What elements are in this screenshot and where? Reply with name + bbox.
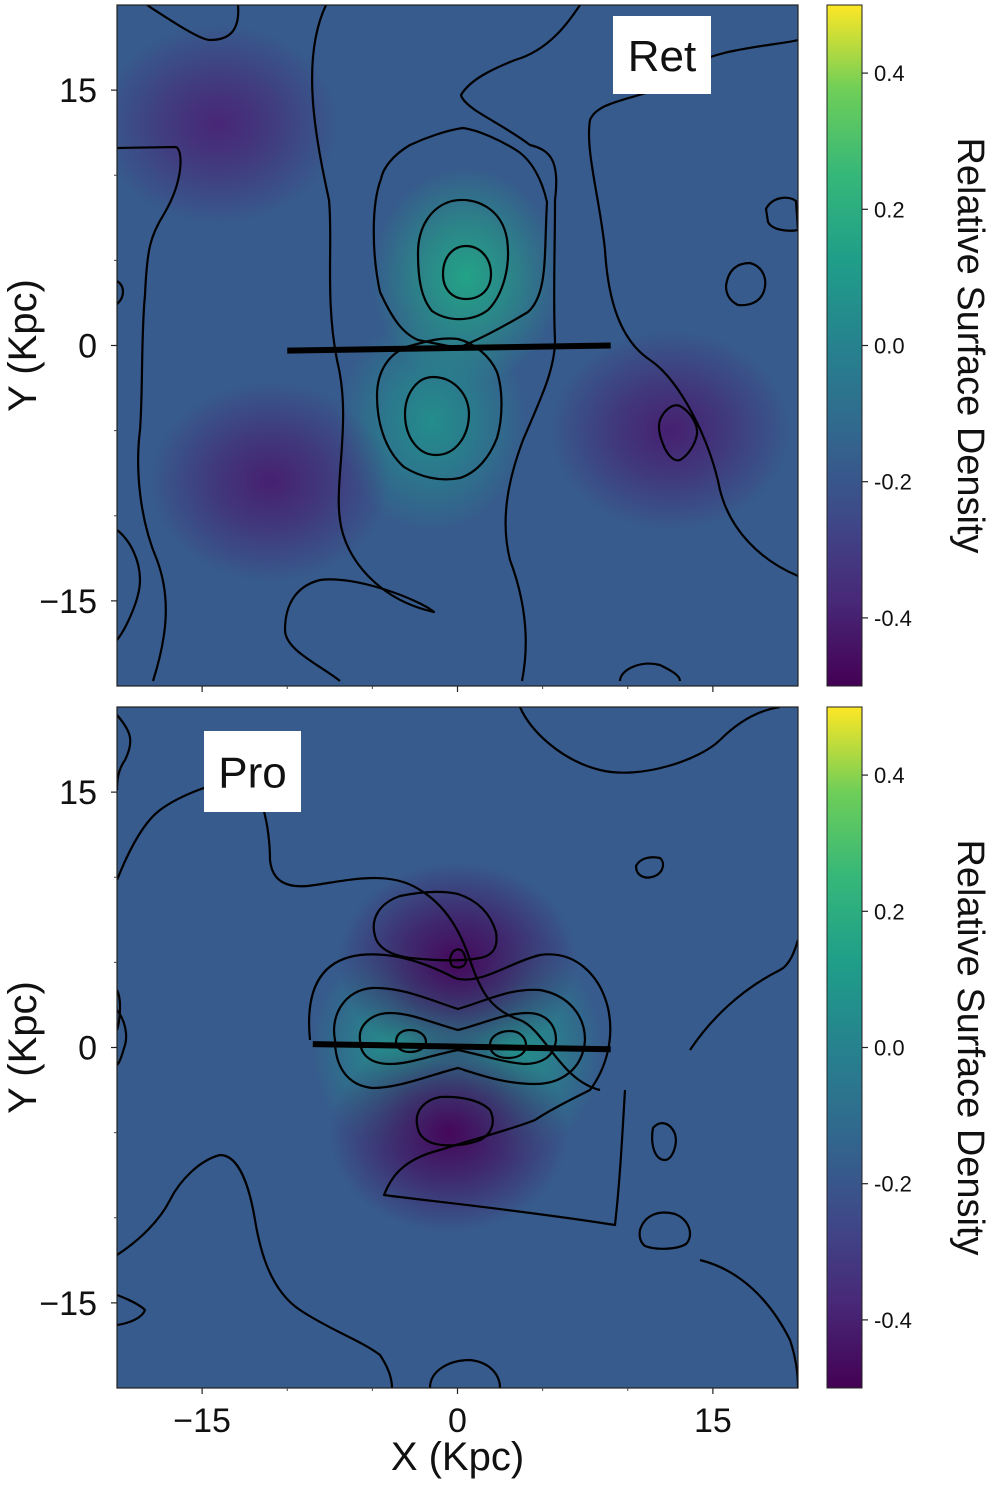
y-tick-label: −15 [39, 1285, 97, 1323]
colorbar-gradient [826, 706, 863, 1389]
y-tick-label: 0 [78, 1030, 97, 1068]
panel-ret: Ret 15 0 −15 Y (Kpc) 0.4 0.2 0.0 -0.2 -0.4 Relativ… [1, 4, 991, 692]
contour-line [332, 986, 587, 1090]
colorbar: 0.4 0.2 0.0 -0.2 -0.4 Relative Surface Densit… [826, 706, 991, 1389]
colorbar-tick-label: -0.2 [874, 470, 912, 495]
bar-axis-line [312, 1041, 611, 1053]
contour-line [441, 244, 493, 301]
y-axis-title: Y (Kpc) [1, 279, 45, 412]
colorbar-gradient [826, 4, 863, 687]
density-feature-underdensity [550, 330, 791, 531]
contour-lines [117, 707, 798, 1388]
contour-line [448, 948, 467, 969]
contour-line [394, 1028, 428, 1054]
panel-label: Ret [628, 32, 696, 81]
contour-line [428, 1358, 502, 1388]
contour-line [415, 1095, 494, 1147]
density-feature-underdensity [150, 381, 391, 582]
contour-line [518, 707, 781, 774]
colorbar-title: Relative Surface Density [949, 137, 991, 553]
panel-label: Pro [218, 749, 286, 798]
bar-axis-line [287, 342, 611, 354]
contour-line [651, 1122, 677, 1162]
colorbar-tick-label: 0.0 [874, 1036, 905, 1061]
contour-line [372, 126, 549, 350]
x-tick-label: 15 [694, 1402, 732, 1440]
x-tick-label: −15 [173, 1402, 231, 1440]
contour-line [634, 856, 665, 879]
contour-line [117, 1293, 147, 1327]
panels-group: Ret 15 0 −15 Y (Kpc) 0.4 0.2 0.0 -0.2 -0.4 Relativ… [1, 4, 991, 1479]
colorbar-tick-label: 0.0 [874, 334, 905, 359]
contour-line [117, 778, 601, 1092]
contour-line [117, 145, 182, 682]
contour-line [689, 939, 798, 1051]
panel-label-box [613, 16, 711, 94]
contour-line [117, 280, 125, 305]
density-feature-underdensity [117, 24, 340, 225]
contour-line [117, 989, 122, 1031]
contour-line [724, 261, 767, 307]
heatmap-area [117, 707, 798, 1388]
y-tick-label: 15 [59, 774, 97, 812]
colorbar-title: Relative Surface Density [949, 839, 991, 1255]
colorbar-tick-label: 0.4 [874, 763, 905, 788]
contour-line [117, 1153, 394, 1388]
contour-line [657, 404, 699, 462]
contour-line [358, 1011, 558, 1066]
colorbar-tick-label: -0.2 [874, 1172, 912, 1197]
contour-line [699, 1258, 798, 1388]
density-feature-underdensity [337, 862, 578, 1063]
contour-line [459, 5, 581, 682]
colorbar-tick-label: -0.4 [874, 606, 912, 631]
contour-line [372, 890, 498, 962]
colorbar-tick-label: 0.2 [874, 197, 905, 222]
contour-line [146, 5, 240, 42]
contour-line [308, 953, 627, 1227]
y-tick-label: 0 [78, 328, 97, 366]
colorbar-tick-label: -0.4 [874, 1308, 912, 1333]
contour-lines [117, 5, 798, 682]
colorbar-tick-label: 0.4 [874, 61, 905, 86]
contour-line [117, 1009, 128, 1066]
x-axis-title: X (Kpc) [391, 1435, 524, 1479]
contour-line [638, 1211, 692, 1250]
heatmap-area [117, 5, 798, 686]
y-tick-label: −15 [39, 583, 97, 621]
colorbar: 0.4 0.2 0.0 -0.2 -0.4 Relative Surface Densit… [826, 4, 991, 687]
contour-line [764, 196, 798, 232]
contour-line [618, 662, 682, 682]
contour-line [416, 198, 510, 321]
panel-pro: Pro 15 0 −15 −15 0 15 Y (Kpc) X (Kpc) 0.4 0.2 0.0 -0… [1, 706, 991, 1479]
panel-label-box [204, 731, 301, 812]
contour-line [117, 529, 142, 641]
contour-line [403, 375, 471, 457]
x-tick-label: 0 [448, 1402, 467, 1440]
contour-line [283, 5, 436, 682]
y-axis-title: Y (Kpc) [1, 981, 45, 1114]
colorbar-tick-label: 0.2 [874, 899, 905, 924]
y-tick-label: 15 [59, 72, 97, 110]
